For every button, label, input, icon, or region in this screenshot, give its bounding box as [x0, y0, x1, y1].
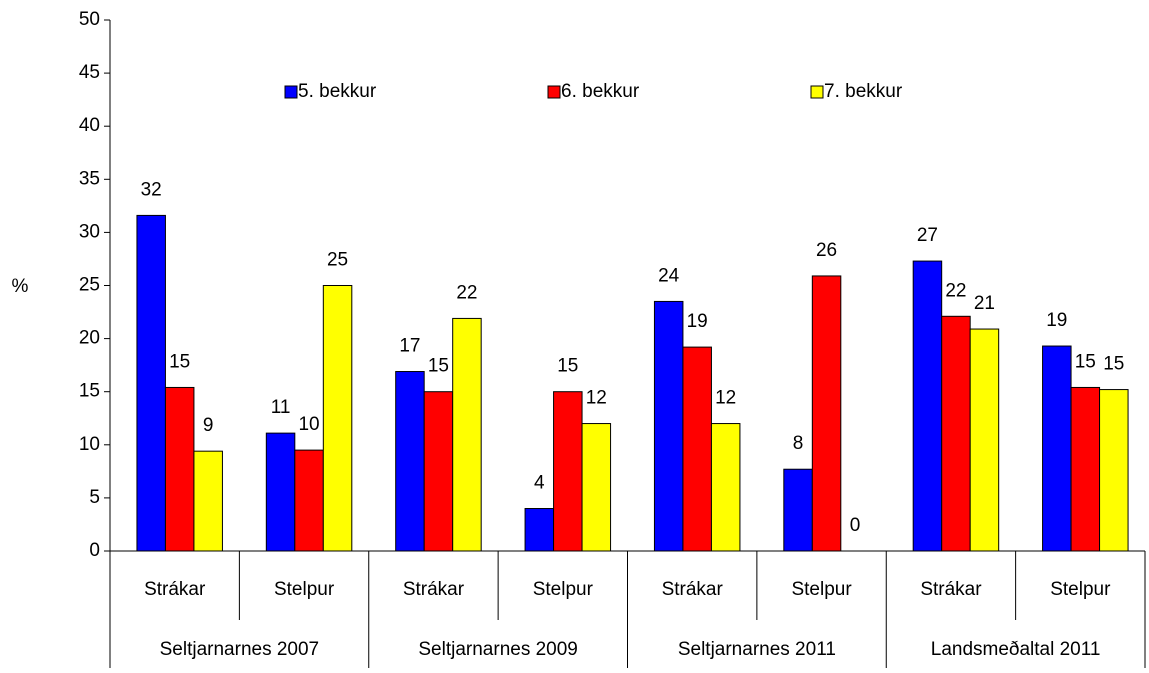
- value-label: 4: [534, 473, 545, 494]
- bar: [783, 468, 813, 552]
- value-label: 8: [793, 433, 804, 454]
- value-label: 11: [271, 397, 291, 418]
- bar: [1099, 389, 1129, 552]
- y-tick-label: 25: [79, 275, 100, 296]
- value-label: 15: [1075, 351, 1096, 372]
- bar: [1070, 386, 1101, 552]
- y-tick-label: 20: [79, 328, 100, 349]
- bar: [136, 214, 166, 552]
- bar: [553, 391, 583, 552]
- y-tick-label: 15: [79, 381, 100, 402]
- y-tick-label: 0: [89, 540, 100, 561]
- y-tick-label: 10: [79, 434, 100, 455]
- value-label: 12: [586, 388, 607, 409]
- bar: [452, 317, 482, 552]
- value-label: 22: [945, 280, 966, 301]
- bar: [653, 300, 684, 552]
- bar: [811, 275, 842, 552]
- value-label: 17: [399, 336, 420, 357]
- value-label: 26: [816, 240, 837, 261]
- y-tick-label: 40: [79, 115, 100, 136]
- y-tick-label: 5: [89, 487, 100, 508]
- legend-swatch: [810, 85, 824, 99]
- bar: [164, 386, 195, 552]
- value-label: 32: [141, 179, 162, 200]
- group-label: Seltjarnarnes 2011: [678, 639, 836, 660]
- legend-swatch: [284, 85, 298, 99]
- bar: [581, 423, 612, 552]
- group-label: Seltjarnarnes 2007: [160, 639, 320, 660]
- legend-label: 6. bekkur: [561, 81, 640, 102]
- value-label: 15: [428, 356, 449, 377]
- bar: [265, 432, 296, 552]
- value-label: 0: [850, 515, 861, 536]
- value-label: 24: [658, 265, 680, 286]
- bar: [969, 328, 1000, 552]
- bar: [682, 346, 712, 552]
- x-tick-label: Stelpur: [791, 579, 852, 600]
- x-tick-label: Strákar: [920, 579, 982, 600]
- value-label: 27: [917, 225, 938, 246]
- bar: [912, 260, 943, 552]
- legend-label: 7. bekkur: [824, 81, 903, 102]
- value-label: 15: [557, 356, 578, 377]
- bar: [423, 391, 454, 552]
- bar: [710, 423, 741, 552]
- legend-swatch: [547, 85, 561, 99]
- bar: [395, 371, 425, 552]
- x-tick-label: Stelpur: [1050, 579, 1111, 600]
- value-label: 19: [1046, 310, 1067, 331]
- legend-label: 5. bekkur: [298, 81, 377, 102]
- bar: [322, 285, 353, 552]
- value-label: 22: [456, 282, 477, 303]
- x-tick-label: Strákar: [662, 579, 724, 600]
- y-axis-label: %: [12, 276, 29, 297]
- bar: [193, 450, 223, 552]
- value-label: 12: [715, 388, 736, 409]
- y-tick-label: 50: [79, 9, 100, 30]
- x-tick-label: Strákar: [403, 579, 465, 600]
- x-tick-label: Strákar: [144, 579, 206, 600]
- value-label: 10: [298, 414, 319, 435]
- group-label: Landsmeðaltal 2011: [931, 639, 1101, 660]
- value-label: 21: [974, 293, 995, 314]
- x-tick-label: Stelpur: [274, 579, 335, 600]
- bar: [294, 449, 324, 552]
- value-label: 25: [327, 250, 348, 271]
- value-label: 19: [687, 311, 708, 332]
- value-label: 15: [1103, 354, 1124, 375]
- x-tick-label: Stelpur: [533, 579, 594, 600]
- y-tick-label: 35: [79, 168, 100, 189]
- bar: [1042, 345, 1072, 552]
- value-label: 15: [169, 351, 190, 372]
- bar: [941, 315, 971, 552]
- value-label: 9: [203, 415, 214, 436]
- bar: [524, 508, 555, 552]
- y-tick-label: 45: [79, 62, 100, 83]
- y-tick-label: 30: [79, 221, 100, 242]
- group-label: Seltjarnarnes 2009: [418, 639, 578, 660]
